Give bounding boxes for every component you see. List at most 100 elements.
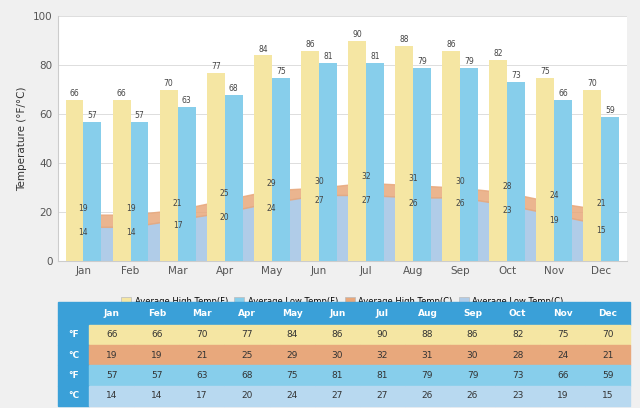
Text: 57: 57 [134, 111, 145, 120]
Bar [134, 366, 179, 386]
Text: 86: 86 [446, 40, 456, 49]
Text: °F: °F [68, 371, 79, 380]
Text: 70: 70 [196, 330, 207, 339]
Text: 26: 26 [408, 199, 418, 208]
Text: 84: 84 [258, 44, 268, 53]
Bar [134, 345, 179, 366]
Text: 28: 28 [502, 182, 512, 191]
Text: 86: 86 [305, 40, 315, 49]
Bar [225, 345, 269, 366]
Bar [134, 386, 179, 406]
Text: 79: 79 [464, 57, 474, 66]
Text: 88: 88 [399, 35, 409, 44]
Bar [160, 90, 178, 261]
Text: 81: 81 [323, 52, 333, 61]
Text: 81: 81 [376, 371, 388, 380]
Text: Dec: Dec [598, 309, 618, 318]
Text: Jun: Jun [329, 309, 346, 318]
Text: Apr: Apr [238, 309, 256, 318]
Bar [405, 345, 450, 366]
Text: 30: 30 [467, 351, 478, 360]
Bar [495, 325, 540, 345]
Bar [179, 325, 225, 345]
Text: 27: 27 [361, 196, 371, 205]
Text: 31: 31 [422, 351, 433, 360]
Text: 90: 90 [352, 30, 362, 39]
Text: 21: 21 [196, 351, 207, 360]
Text: 59: 59 [602, 371, 614, 380]
Bar [450, 325, 495, 345]
Text: 79: 79 [467, 371, 478, 380]
Text: 14: 14 [151, 391, 163, 400]
Text: 90: 90 [376, 330, 388, 339]
Text: 66: 66 [558, 89, 568, 98]
Bar [360, 302, 405, 325]
Text: 68: 68 [229, 84, 239, 93]
Text: 19: 19 [151, 351, 163, 360]
Bar [179, 366, 225, 386]
Bar [89, 302, 134, 325]
Bar [58, 302, 89, 325]
Bar [269, 366, 315, 386]
Text: 21: 21 [596, 199, 606, 208]
Text: 77: 77 [211, 62, 221, 71]
Bar [495, 302, 540, 325]
Bar [179, 345, 225, 366]
Text: 19: 19 [557, 391, 568, 400]
Bar [131, 122, 148, 261]
Bar [89, 386, 134, 406]
Text: 66: 66 [106, 330, 117, 339]
Bar [225, 95, 243, 261]
Text: 66: 66 [116, 89, 127, 98]
Text: 19: 19 [549, 216, 559, 225]
Text: 25: 25 [220, 189, 230, 198]
Text: 77: 77 [241, 330, 253, 339]
Bar [540, 366, 586, 386]
Bar [584, 90, 602, 261]
Text: 84: 84 [287, 330, 298, 339]
Text: 81: 81 [332, 371, 343, 380]
Bar [83, 122, 101, 261]
Bar [586, 366, 630, 386]
Bar [495, 366, 540, 386]
Text: 26: 26 [422, 391, 433, 400]
Bar [89, 345, 134, 366]
Text: 19: 19 [125, 204, 136, 213]
Bar [507, 82, 525, 261]
Text: 70: 70 [602, 330, 614, 339]
Text: 20: 20 [241, 391, 253, 400]
Text: 19: 19 [106, 351, 117, 360]
Bar [269, 386, 315, 406]
Text: 63: 63 [196, 371, 207, 380]
Text: 66: 66 [557, 371, 568, 380]
Text: 75: 75 [286, 371, 298, 380]
Text: 82: 82 [493, 49, 503, 58]
Text: Jan: Jan [104, 309, 120, 318]
Text: Oct: Oct [509, 309, 526, 318]
Text: 66: 66 [70, 89, 79, 98]
Text: 19: 19 [79, 204, 88, 213]
Text: 66: 66 [151, 330, 163, 339]
Text: 17: 17 [196, 391, 207, 400]
Bar [113, 100, 131, 261]
Text: 63: 63 [182, 96, 191, 105]
Bar [315, 366, 360, 386]
Text: °F: °F [68, 330, 79, 339]
Text: 28: 28 [512, 351, 524, 360]
Text: 15: 15 [602, 391, 614, 400]
Bar [536, 78, 554, 261]
Bar [450, 345, 495, 366]
Text: 81: 81 [370, 52, 380, 61]
Bar [178, 107, 196, 261]
Text: 21: 21 [602, 351, 614, 360]
Text: 57: 57 [88, 111, 97, 120]
Text: 14: 14 [106, 391, 117, 400]
Text: 82: 82 [512, 330, 524, 339]
Text: °C: °C [68, 391, 79, 400]
Text: °C: °C [68, 351, 79, 360]
Bar [348, 41, 366, 261]
Text: 23: 23 [512, 391, 524, 400]
Bar [58, 345, 89, 366]
Text: 25: 25 [241, 351, 253, 360]
Text: 88: 88 [422, 330, 433, 339]
